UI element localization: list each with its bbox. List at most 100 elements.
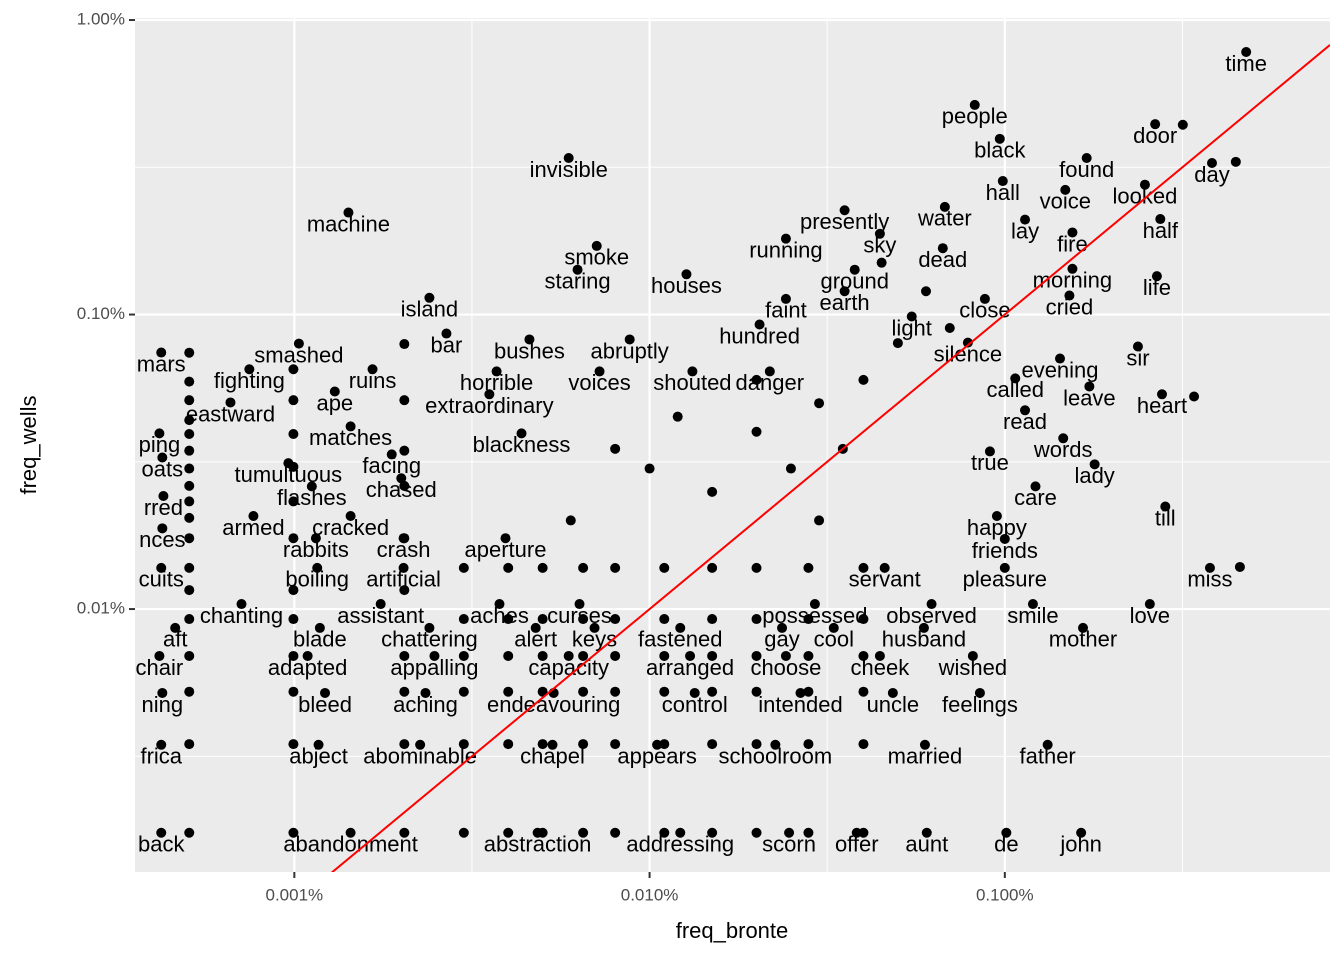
word-label: lady xyxy=(1074,463,1114,488)
point xyxy=(939,201,950,212)
reference-line xyxy=(330,44,1330,872)
word-label: control xyxy=(662,692,728,717)
word-label: adapted xyxy=(268,655,348,680)
word-label: de xyxy=(994,832,1018,857)
point xyxy=(458,686,469,697)
point xyxy=(288,585,299,596)
word-label: houses xyxy=(651,273,722,298)
point xyxy=(858,614,869,625)
point xyxy=(1151,271,1162,282)
word-label: leave xyxy=(1063,385,1116,410)
word-label: looked xyxy=(1113,184,1178,209)
word-label: black xyxy=(974,138,1026,163)
point xyxy=(803,562,814,573)
word-label: smile xyxy=(1007,603,1058,628)
word-label: aunt xyxy=(905,832,948,857)
point xyxy=(997,176,1008,187)
point xyxy=(921,827,932,838)
point xyxy=(157,523,168,534)
point xyxy=(288,395,299,406)
word-label: abandonment xyxy=(283,832,418,857)
point xyxy=(288,614,299,625)
point xyxy=(795,687,806,698)
point xyxy=(921,286,932,297)
word-label: light xyxy=(892,315,932,340)
point xyxy=(659,686,670,697)
word-label: arranged xyxy=(646,655,734,680)
point xyxy=(288,364,299,375)
word-label: chattering xyxy=(381,627,478,652)
point xyxy=(659,827,670,838)
word-label: abstraction xyxy=(484,832,592,857)
point xyxy=(537,739,548,750)
word-label: ning xyxy=(142,692,184,717)
point xyxy=(918,622,929,633)
x-tick-label: 0.100% xyxy=(976,885,1034,904)
word-label: people xyxy=(942,104,1008,129)
word-label: hall xyxy=(986,180,1020,205)
point xyxy=(675,827,686,838)
point xyxy=(687,366,698,377)
point xyxy=(516,428,527,439)
word-label: horrible xyxy=(460,370,533,395)
point xyxy=(1054,353,1065,364)
word-label: aperture xyxy=(465,537,547,562)
point xyxy=(184,463,195,474)
point xyxy=(610,739,621,750)
point xyxy=(589,622,600,633)
point xyxy=(500,533,511,544)
point xyxy=(591,240,602,251)
point xyxy=(184,347,195,358)
word-label: tumultuous xyxy=(235,462,343,487)
word-label: abruptly xyxy=(591,338,669,363)
point xyxy=(751,562,762,573)
point xyxy=(375,599,386,610)
point xyxy=(659,614,670,625)
point xyxy=(184,395,195,406)
word-label: eastward xyxy=(186,401,275,426)
word-label: bushes xyxy=(494,338,565,363)
word-label: facing xyxy=(362,453,421,478)
point xyxy=(578,739,589,750)
word-label: invisible xyxy=(530,157,608,182)
word-label: servant xyxy=(849,567,921,592)
word-label: alert xyxy=(514,627,557,652)
point xyxy=(399,827,410,838)
point xyxy=(814,515,825,526)
point xyxy=(785,463,796,474)
word-label: words xyxy=(1033,437,1093,462)
point xyxy=(874,228,885,239)
point xyxy=(154,650,165,661)
point xyxy=(839,286,850,297)
word-label: boiling xyxy=(285,567,349,592)
word-label: matches xyxy=(309,425,392,450)
word-label: cheek xyxy=(851,655,911,680)
word-label: shouted xyxy=(653,370,731,395)
word-label: husband xyxy=(882,627,966,652)
point xyxy=(288,739,299,750)
word-label: offer xyxy=(835,832,879,857)
point xyxy=(685,650,696,661)
word-label: curses xyxy=(547,603,612,628)
point xyxy=(610,562,621,573)
point xyxy=(751,374,762,385)
point xyxy=(236,599,247,610)
point xyxy=(937,243,948,254)
point xyxy=(1089,459,1100,470)
point xyxy=(458,614,469,625)
word-label: wished xyxy=(938,655,1007,680)
point xyxy=(1042,739,1053,750)
point xyxy=(906,311,917,322)
point xyxy=(803,650,814,661)
point xyxy=(803,739,814,750)
word-label: choose xyxy=(750,655,821,680)
point xyxy=(707,827,718,838)
word-label: earth xyxy=(820,290,870,315)
word-label: oats xyxy=(142,456,184,481)
point xyxy=(751,739,762,750)
word-label: time xyxy=(1225,51,1267,76)
point xyxy=(184,512,195,523)
point xyxy=(572,264,583,275)
point xyxy=(574,599,585,610)
word-label: danger xyxy=(736,370,805,395)
